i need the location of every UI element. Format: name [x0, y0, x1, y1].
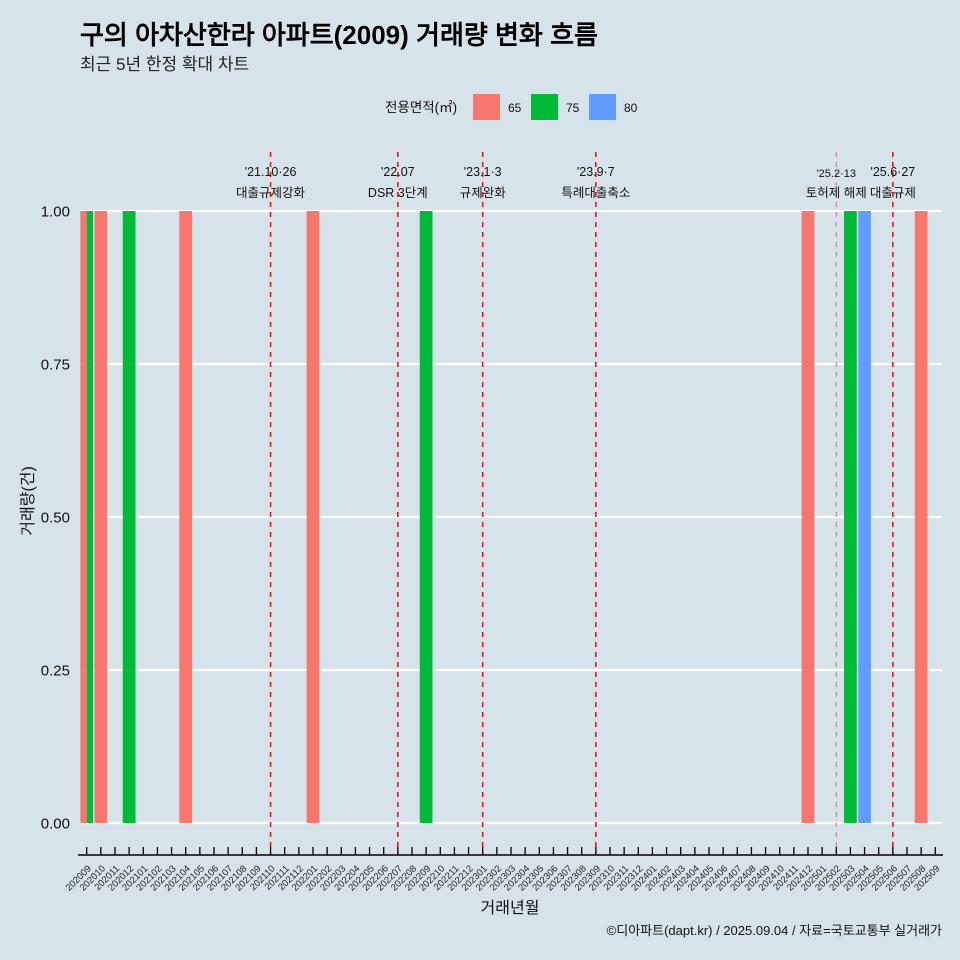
x-axis-title: 거래년월: [481, 899, 540, 917]
chart-subtitle: 최근 5년 한정 확대 차트: [80, 55, 249, 74]
y-tick-label: 0.00: [41, 816, 70, 833]
bar-202009-65: [80, 211, 87, 823]
bar-202010-65: [94, 211, 108, 823]
legend: 전용면적(㎡) 65 75 80: [385, 94, 638, 120]
chart-title: 구의 아차산한라 아파트(2009) 거래량 변화 흐름: [80, 20, 598, 50]
x-axis: 2020092020102020112020122021012021022021…: [64, 847, 943, 894]
y-axis-title: 거래량(건): [19, 466, 37, 536]
bar-202012-75: [122, 211, 136, 823]
bar-202504-80: [858, 211, 871, 823]
y-axis: 0.00 0.25 0.50 0.75 1.00: [41, 204, 70, 833]
legend-swatch-80: [589, 94, 616, 120]
y-tick-label: 1.00: [41, 204, 70, 221]
event-label: 토허제 해제: [806, 186, 867, 200]
event-label: 규제완화: [460, 186, 507, 200]
legend-label: 80: [624, 101, 638, 115]
event-lines: [269, 152, 894, 855]
event-label: 대출규제강화: [236, 186, 306, 200]
event-date-label: '21.10·26: [245, 165, 297, 179]
event-date-label: '23.1·3: [464, 165, 502, 179]
bar-202209-75: [419, 211, 433, 823]
legend-label: 75: [566, 101, 580, 115]
gridlines: [80, 209, 942, 825]
event-date-label: '22.07: [381, 165, 415, 179]
bar-202412-65: [801, 211, 815, 823]
event-label: DSR 3단계: [368, 186, 428, 200]
bar-202508-65: [914, 211, 928, 823]
y-tick-label: 0.25: [41, 663, 70, 680]
legend-swatch-65: [473, 94, 500, 120]
legend-swatch-75: [531, 94, 558, 120]
bars: [80, 211, 928, 823]
event-date-label: '23.9·7: [577, 165, 615, 179]
bar-202104-65: [179, 211, 193, 823]
caption: ©디아파트(dapt.kr) / 2025.09.04 / 자료=국토교통부 실…: [607, 923, 942, 938]
legend-label: 65: [508, 101, 522, 115]
event-label: 특례대출축소: [561, 186, 630, 200]
bar-202201-65: [306, 211, 320, 823]
event-annotations: '21.10·26 대출규제강화 '22.07 DSR 3단계 '23.1·3 규제완화 '…: [236, 165, 916, 200]
y-tick-label: 0.75: [41, 357, 70, 374]
event-date-label: '25.6·27: [870, 165, 915, 179]
event-date-label: '25.2·13: [817, 168, 856, 180]
legend-title: 전용면적(㎡): [385, 100, 457, 115]
bar-202009-75: [86, 211, 94, 823]
y-tick-label: 0.50: [41, 510, 70, 527]
bar-202503-75: [844, 211, 857, 823]
event-label: 대출규제: [870, 186, 916, 200]
